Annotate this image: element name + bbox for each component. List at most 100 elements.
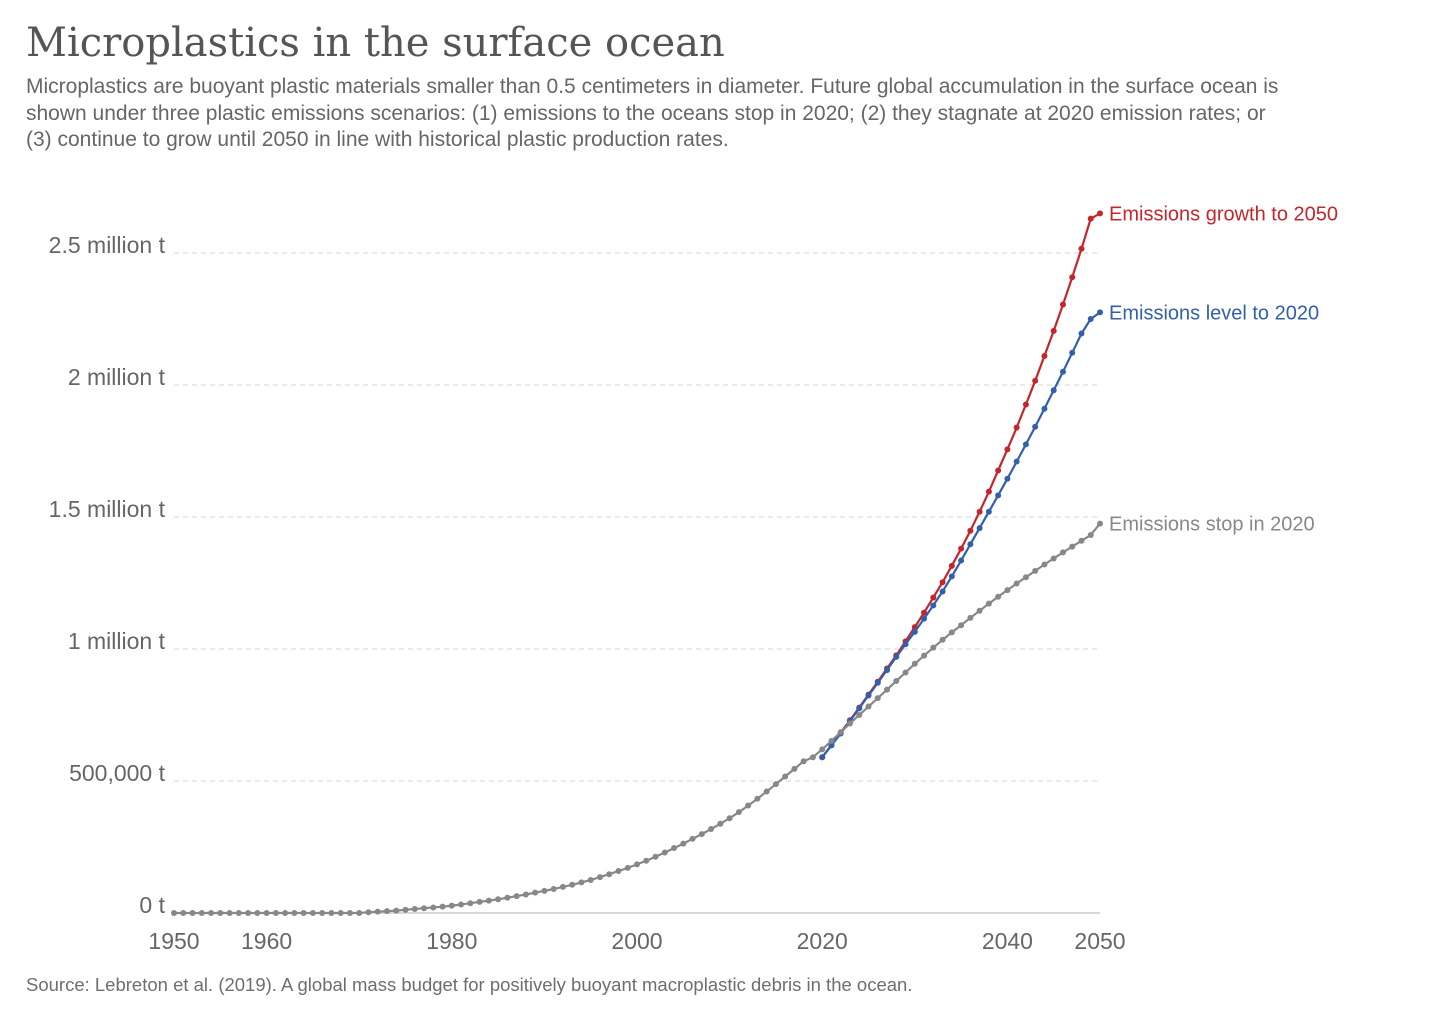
data-point [1032,567,1039,574]
series-emissions-stop-in-2020 [171,520,1103,916]
data-point [430,904,437,911]
data-point [383,908,390,915]
data-point [356,910,363,916]
data-point [208,910,215,916]
data-point [402,906,409,913]
data-point [948,562,955,569]
data-point [856,705,863,712]
data-point [958,545,965,552]
data-point [282,910,289,916]
data-point [559,883,566,890]
data-point [985,488,992,495]
data-point [846,720,853,727]
x-tick-label: 2050 [1074,928,1125,954]
data-point [856,712,863,718]
x-axis-ticks: 1950 1960 1980 2000 2020 2040 2050 [148,928,1125,954]
data-point [976,525,983,532]
gridlines [174,252,1100,782]
data-point [652,853,659,860]
series-line [821,311,1101,758]
data-point [421,905,428,912]
data-point [643,857,650,864]
data-point [346,910,353,916]
data-point [680,840,687,847]
data-point [393,907,400,914]
y-tick-label: 0 t [139,892,165,918]
data-point [1050,387,1057,394]
data-point [735,809,742,816]
data-point [893,677,900,684]
data-point [522,891,529,898]
data-point [1097,210,1103,217]
data-point [884,667,891,674]
data-point [1050,555,1057,562]
data-point [1078,330,1085,337]
series-emissions-level-to-2020 [819,309,1103,761]
data-point [819,746,826,753]
data-point [763,788,770,795]
data-point [995,492,1002,499]
data-point [948,629,955,636]
data-point [828,742,835,749]
data-point [476,898,483,905]
data-point [1004,475,1011,482]
data-point [782,773,789,780]
data-point [1004,587,1011,594]
x-tick-label: 2000 [611,928,662,954]
data-point [1013,424,1020,431]
y-tick-label: 1 million t [68,628,166,654]
data-point [1087,531,1094,538]
data-point [1022,574,1029,581]
data-point [272,910,279,916]
x-tick-label: 1980 [426,928,477,954]
data-point [958,622,965,629]
x-tick-label: 2040 [982,928,1033,954]
y-tick-label: 500,000 t [69,760,166,786]
data-point [1069,274,1076,281]
data-point [1069,349,1076,356]
data-point [800,758,807,765]
y-tick-label: 2.5 million t [49,232,166,258]
data-point [541,887,548,894]
data-point [171,910,177,916]
data-point [328,910,335,916]
data-point [217,910,224,916]
data-point [180,910,187,916]
data-point [615,868,622,875]
data-point [828,737,835,744]
data-point [198,910,205,916]
data-point [300,910,307,916]
data-point [226,910,233,916]
data-point [411,906,418,913]
data-point [1022,401,1029,408]
data-point [930,602,937,609]
data-point [189,910,196,916]
y-tick-label: 1.5 million t [49,496,166,522]
data-point [245,910,252,916]
data-point [745,802,752,809]
data-point [467,900,474,907]
data-point [939,636,946,643]
data-point [939,579,946,586]
data-point [874,679,881,686]
data-point [634,861,640,868]
data-point [1069,543,1076,550]
data-point [448,902,455,909]
series-line [821,212,1101,758]
data-point [985,508,992,515]
data-point [1078,245,1085,252]
data-point [930,644,937,651]
data-point [698,831,705,838]
data-point [967,614,974,621]
series-group [171,210,1103,916]
data-point [1087,316,1094,322]
y-tick-label: 2 million t [68,364,166,390]
y-axis-ticks: 0 t 500,000 t 1 million t 1.5 million t 2 mi… [49,232,166,918]
data-point [513,893,520,900]
data-point [1078,537,1085,544]
data-point [365,909,372,916]
chart-title: Microplastics in the surface ocean [26,20,725,66]
data-point [1059,549,1066,556]
data-point [1087,215,1094,222]
